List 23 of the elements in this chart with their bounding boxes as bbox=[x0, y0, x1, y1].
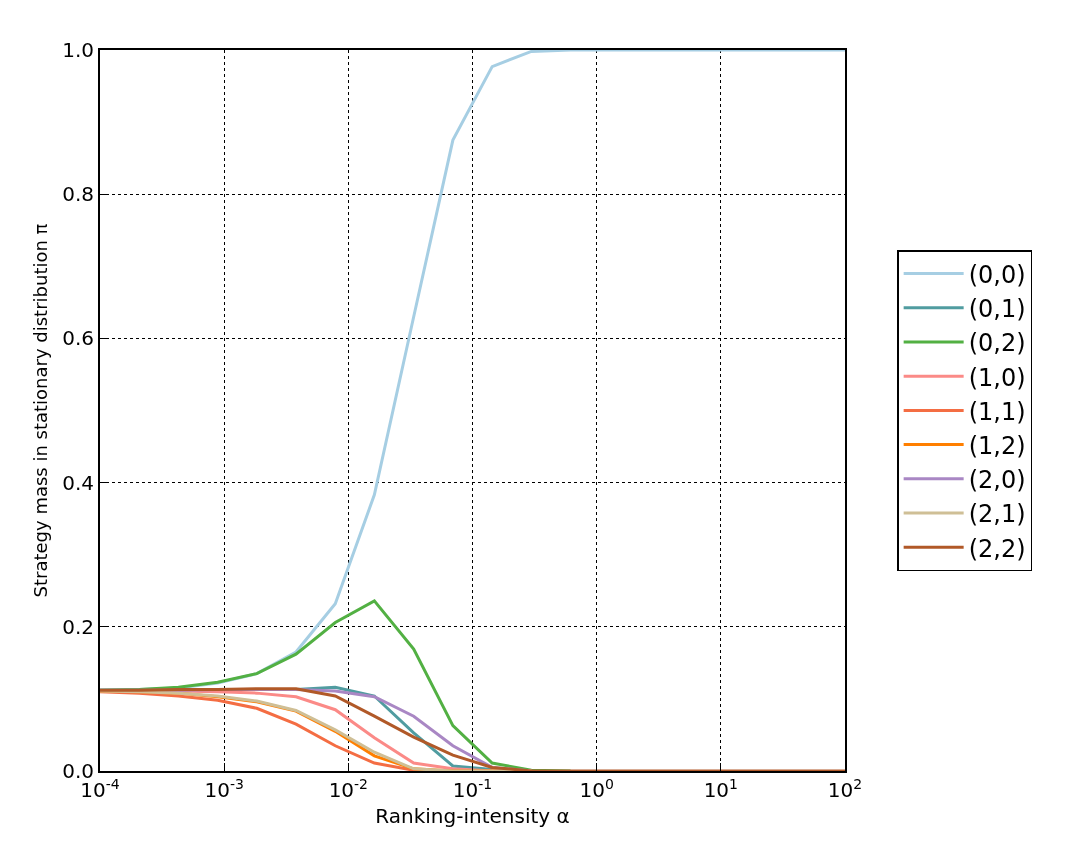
x-tick-label: 10$^{-1}$ bbox=[452, 775, 493, 802]
legend-label: (2,2) bbox=[968, 534, 1026, 563]
legend-label: (1,1) bbox=[968, 397, 1026, 426]
legend-label: (0,1) bbox=[968, 295, 1026, 324]
x-tick-label: 10$^{-3}$ bbox=[204, 775, 244, 802]
legend-label: (0,2) bbox=[968, 329, 1026, 358]
y-tick-label: 0.4 bbox=[62, 470, 94, 495]
line-series bbox=[100, 687, 845, 771]
legend-label: (1,0) bbox=[968, 363, 1026, 392]
y-axis-title: Strategy mass in stationary distribution π bbox=[29, 223, 51, 598]
x-tick-label: 10$^{1}$ bbox=[703, 775, 739, 802]
legend-label: (2,0) bbox=[968, 466, 1026, 495]
x-tick-label: 10$^{2}$ bbox=[827, 775, 863, 802]
y-tick-label: 1.0 bbox=[62, 38, 94, 62]
legend-label: (1,2) bbox=[968, 431, 1026, 460]
y-tick-label: 0.2 bbox=[62, 614, 94, 639]
x-tick-label: 10$^{0}$ bbox=[579, 775, 614, 802]
x-axis-title: Ranking-intensity α bbox=[375, 804, 570, 828]
x-tick-label: 10$^{-2}$ bbox=[328, 775, 369, 802]
y-tick-label: 0.8 bbox=[62, 182, 94, 207]
legend-label: (2,1) bbox=[968, 500, 1026, 529]
legend-label: (0,0) bbox=[968, 260, 1026, 289]
y-tick-label: 0.6 bbox=[62, 326, 94, 351]
